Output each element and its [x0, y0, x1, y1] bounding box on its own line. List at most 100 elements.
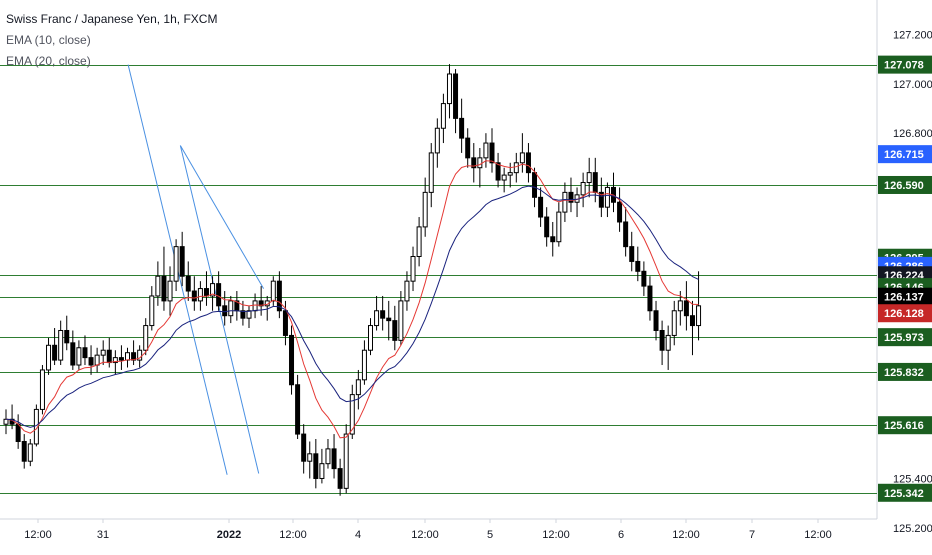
- candle: [696, 271, 702, 341]
- price-label: 126.137: [878, 287, 932, 306]
- candle: [331, 434, 337, 479]
- candle: [222, 291, 228, 326]
- candle: [179, 231, 185, 287]
- candle: [355, 369, 361, 410]
- candle: [677, 291, 683, 326]
- candle: [21, 434, 27, 469]
- candle: [76, 340, 82, 370]
- svg-text:126.590: 126.590: [884, 180, 924, 192]
- candle: [562, 182, 568, 222]
- candle: [483, 133, 489, 168]
- candle: [319, 448, 325, 484]
- candle: [203, 271, 209, 306]
- candle: [125, 347, 130, 368]
- svg-text:127.078: 127.078: [884, 60, 924, 72]
- candle: [416, 217, 422, 267]
- candle: [683, 281, 689, 331]
- candle: [513, 152, 519, 183]
- candle: [446, 64, 452, 119]
- x-tick-label: 12:00: [411, 529, 439, 541]
- x-tick-label: 31: [97, 529, 109, 541]
- candle: [641, 261, 647, 296]
- candle: [489, 128, 495, 173]
- candle: [58, 320, 64, 366]
- candle: [380, 295, 386, 331]
- candle: [659, 320, 665, 366]
- x-tick-label: 7: [749, 529, 755, 541]
- candle: [525, 143, 531, 183]
- candle: [325, 439, 331, 469]
- candle: [453, 69, 459, 134]
- candle: [143, 318, 149, 356]
- candle: [343, 424, 349, 494]
- svg-text:126.137: 126.137: [884, 292, 924, 304]
- candle: [94, 347, 100, 373]
- y-tick-label: 127.000: [893, 79, 932, 91]
- candle: [495, 152, 501, 188]
- candle: [392, 305, 398, 351]
- y-tick-label: 125.400: [893, 473, 932, 485]
- x-tick-label: 12:00: [279, 529, 307, 541]
- candle: [538, 187, 544, 227]
- candle: [185, 261, 191, 301]
- candle: [611, 172, 616, 213]
- candle: [477, 147, 483, 188]
- candle: [167, 266, 173, 316]
- candle: [428, 143, 434, 208]
- candle: [580, 172, 586, 208]
- candle: [15, 414, 21, 449]
- candle: [258, 286, 264, 316]
- candle: [629, 231, 635, 272]
- candle: [216, 271, 222, 311]
- price-label: 126.128: [878, 304, 932, 323]
- candle: [191, 276, 197, 311]
- candle: [149, 286, 155, 331]
- candle: [465, 128, 471, 168]
- candle: [46, 337, 52, 375]
- candle: [422, 177, 428, 237]
- price-label: 126.590: [878, 175, 932, 194]
- candle: [368, 318, 373, 356]
- candle: [434, 118, 440, 168]
- y-tick-label: 125.200: [893, 523, 932, 535]
- candle: [246, 305, 252, 329]
- ema-10-legend: EMA (10, close): [6, 33, 91, 47]
- chart-legend: Swiss Franc / Japanese Yen, 1h, FXCM EMA…: [6, 9, 217, 72]
- trendline-1[interactable]: [179, 145, 265, 289]
- candle: [276, 271, 282, 319]
- candle: [404, 271, 410, 311]
- candle: [82, 335, 88, 366]
- x-tick-label: 2022: [217, 529, 241, 541]
- candle: [27, 439, 33, 467]
- svg-text:125.973: 125.973: [884, 332, 924, 344]
- candle: [574, 187, 580, 218]
- candle: [270, 276, 276, 306]
- candle: [617, 187, 623, 232]
- candle: [234, 291, 240, 321]
- candle: [131, 340, 137, 366]
- candle: [586, 157, 592, 198]
- candle: [671, 300, 677, 346]
- candle: [295, 374, 301, 440]
- candle: [598, 177, 604, 218]
- x-tick-label: 12:00: [804, 529, 832, 541]
- y-tick-label: 127.200: [893, 30, 932, 42]
- candle: [173, 239, 179, 292]
- candle: [440, 93, 446, 144]
- candle: [635, 246, 641, 282]
- ema-20-line: [5, 185, 699, 428]
- candle: [64, 315, 70, 351]
- trendline-2[interactable]: [179, 145, 260, 474]
- x-tick-label: 12:00: [542, 529, 570, 541]
- candle: [689, 300, 695, 356]
- candle: [550, 221, 556, 257]
- candle: [459, 98, 465, 153]
- candle: [337, 458, 343, 496]
- candle: [544, 207, 550, 247]
- candle: [507, 162, 513, 188]
- candle: [106, 337, 112, 368]
- x-tick-label: 5: [487, 529, 493, 541]
- candle: [70, 330, 76, 370]
